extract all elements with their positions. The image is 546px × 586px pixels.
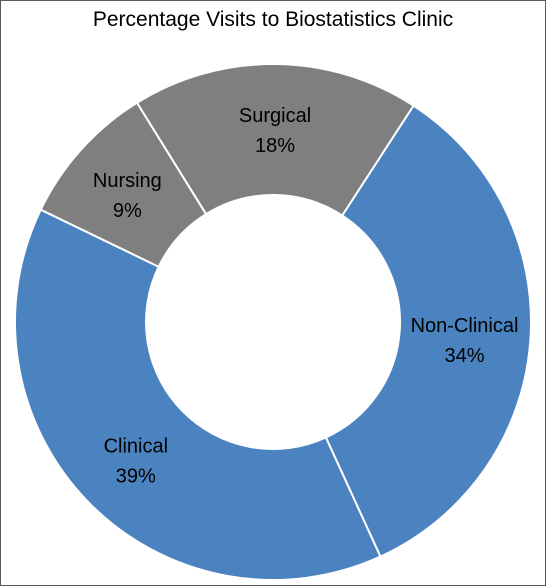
slice-value-label: 34% [444,345,484,367]
slice-value-label: 9% [113,200,142,222]
slice-value-label: 18% [255,135,295,157]
slice-name-label: Nursing [93,170,162,192]
slice-name-label: Surgical [239,105,311,127]
slice-value-label: 39% [116,465,156,487]
slice-name-label: Clinical [104,435,168,457]
slice-non-clinical [324,104,532,558]
slice-clinical [14,208,382,581]
chart-title: Percentage Visits to Biostatistics Clini… [92,8,454,31]
slice-surgical [135,63,415,217]
slice-name-label: Non-Clinical [411,315,519,337]
